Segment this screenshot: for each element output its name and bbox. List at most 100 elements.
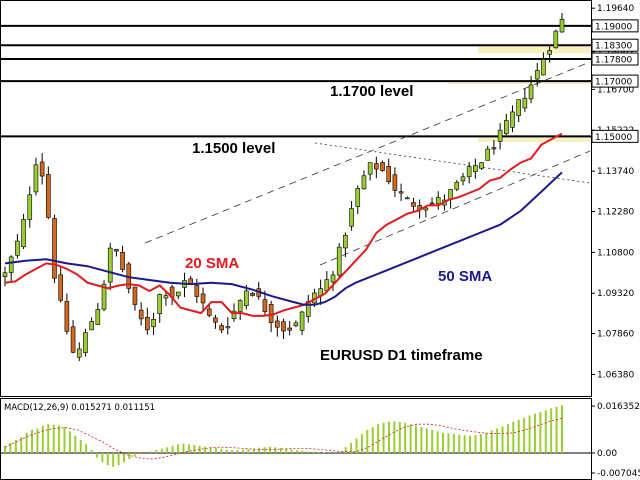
candle-bull [151, 319, 156, 327]
level-label: 1.19000 [595, 22, 632, 32]
level-label: 1.18300 [595, 42, 632, 52]
price-tick-label: 1.16700 [597, 85, 634, 95]
candle-bear [219, 325, 224, 331]
candle-bear [262, 299, 268, 312]
candle-bull [299, 311, 305, 331]
level-label-box [591, 38, 639, 52]
candle-bear [64, 301, 70, 332]
candle-bull [21, 219, 26, 248]
candle-bear [145, 316, 150, 331]
candle-bull [157, 294, 163, 315]
candle-bull [2, 272, 8, 277]
candle-bear [46, 174, 51, 218]
candle-layer [2, 12, 565, 362]
price-tick-label: 1.10800 [597, 248, 634, 258]
level-label-box [591, 52, 639, 66]
annotation-50-sma: 50 SMA [438, 268, 492, 285]
candle-bull [355, 188, 361, 207]
macd-tick-label: 0.00 [597, 449, 617, 459]
candle-bear [132, 286, 138, 305]
candle-bear [491, 147, 497, 150]
candle-bear [374, 163, 379, 170]
level-label-box [591, 19, 639, 33]
candle-bull [330, 274, 336, 283]
candle-bull [541, 59, 546, 76]
candle-bull [510, 111, 515, 128]
candle-bull [175, 291, 181, 297]
candle-bear [250, 292, 255, 296]
candle-bull [454, 182, 460, 190]
macd-title: MACD(12,26,9) 0.015271 0.011151 [4, 403, 155, 413]
candle-bear [411, 202, 416, 207]
sma-layer [4, 132, 563, 317]
candle-bull [231, 310, 237, 320]
candle-bull [237, 300, 243, 312]
candle-bull [522, 97, 528, 109]
level-shade [478, 136, 591, 142]
candle-bull [361, 175, 367, 190]
level-label: 1.15000 [595, 133, 632, 143]
candle-bear [392, 174, 398, 191]
candle-bear [275, 320, 280, 328]
macd-axis: 0.016352 0.00 -0.007045 [591, 402, 640, 479]
price-tick-label: 1.19640 [597, 4, 634, 14]
candle-bear [386, 166, 392, 183]
candle-bear [213, 317, 218, 323]
candle-bear [200, 293, 206, 304]
annotation-1170-level: 1.1700 level [330, 83, 413, 100]
level-label: 1.17000 [595, 78, 632, 88]
level-labels: 1.19000 1.18300 1.17800 1.17000 1.15000 [591, 19, 639, 143]
candle-bull [244, 290, 249, 306]
trendline-layer [144, 61, 591, 266]
candle-bull [479, 162, 484, 169]
candle-bear [281, 321, 286, 332]
candle-bull [497, 129, 503, 142]
macd-histogram [4, 405, 563, 467]
candle-bull [528, 84, 534, 100]
candle-bull [8, 256, 14, 273]
candle-bull [460, 176, 466, 182]
candle-bull [336, 246, 342, 276]
candle-bull [559, 19, 565, 33]
macd-tick-label: -0.007045 [597, 469, 640, 479]
candle-bear [287, 327, 292, 331]
macd-tick-label: 0.016352 [597, 402, 640, 412]
candle-bear [39, 161, 45, 177]
candle-bear [52, 218, 57, 279]
level-label: 1.17800 [595, 56, 632, 66]
candle-bull [89, 321, 94, 331]
annotation-20-sma: 20 SMA [185, 255, 239, 272]
candle-bull [163, 295, 169, 299]
candle-bull [15, 240, 20, 256]
candle-bull [485, 148, 491, 161]
candle-bull [343, 234, 348, 249]
price-tick-label: 1.12280 [597, 207, 634, 217]
candle-bull [101, 283, 107, 310]
sma-line-50-sma [4, 171, 563, 306]
dotted-trendline [314, 142, 591, 184]
price-tick-label: 1.09320 [597, 289, 634, 299]
level-line-layer [1, 24, 591, 138]
candle-bull [367, 162, 373, 175]
candle-bear [429, 202, 435, 205]
price-pane-frame [0, 0, 592, 397]
candle-bull [547, 50, 552, 55]
candle-bull [466, 166, 472, 178]
candle-bear [380, 162, 385, 171]
level-label-box [591, 129, 639, 143]
macd-pane-frame [0, 398, 592, 480]
level-shade [478, 45, 591, 54]
candle-bear [398, 191, 404, 194]
candle-bull [435, 197, 441, 205]
candle-bear [206, 308, 212, 316]
annotation-1150-level: 1.1500 level [192, 140, 275, 157]
price-tick-label: 1.06380 [597, 370, 634, 380]
price-tick-label: 1.07860 [597, 330, 634, 340]
candle-bull [423, 207, 429, 211]
lower-trendline [319, 150, 591, 266]
level-shade-layer [448, 45, 591, 142]
candle-bear [120, 251, 125, 270]
candle-bull [516, 99, 521, 116]
candle-bull [107, 247, 113, 283]
